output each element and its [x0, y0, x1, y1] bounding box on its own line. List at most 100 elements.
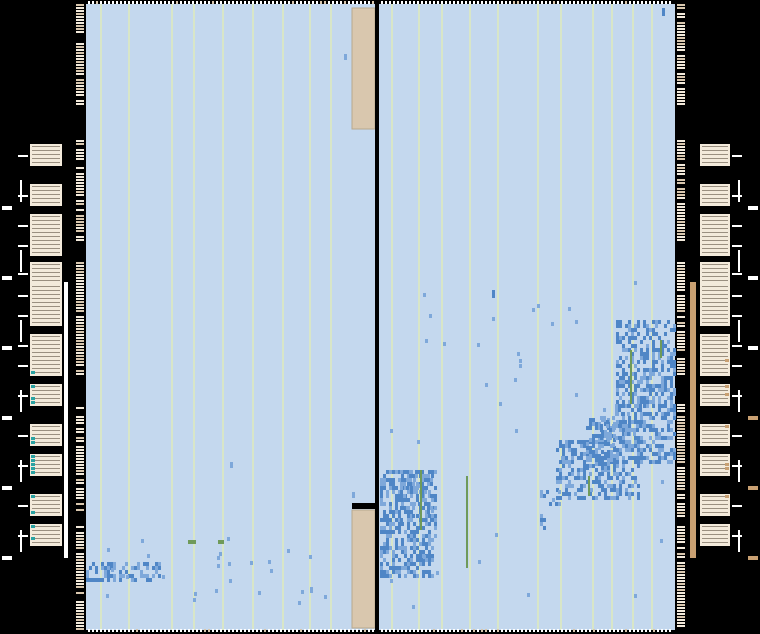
activity-cell: [131, 566, 134, 570]
io-pad: [677, 325, 685, 327]
io-pad: [533, 629, 535, 632]
grid-line: [611, 4, 613, 630]
io-banks-left[interactable]: [2, 144, 68, 560]
activity-cell: [398, 574, 401, 578]
io-pad: [605, 629, 607, 632]
activity-cell: [407, 538, 410, 542]
activity-cell: [631, 344, 634, 348]
left-die-fabric[interactable]: [86, 4, 376, 630]
activity-cell: [571, 452, 574, 456]
activity-cell: [595, 462, 598, 466]
io-pad: [625, 1, 627, 4]
activity-cell: [607, 496, 610, 500]
activity-cell: [407, 490, 410, 494]
activity-cell: [616, 488, 619, 492]
activity-cell: [634, 480, 637, 484]
activity-cell: [604, 488, 607, 492]
activity-cell: [389, 526, 392, 530]
io-pad: [76, 152, 84, 154]
tile-column-top: [351, 7, 376, 130]
activity-cell: [643, 424, 646, 428]
io-pad: [76, 568, 84, 570]
left-die[interactable]: [86, 4, 376, 630]
activity-cell: [575, 320, 578, 324]
activity-cell: [664, 452, 667, 456]
io-pad: [320, 629, 322, 632]
io-bank-line: [32, 340, 60, 341]
io-pad: [677, 218, 685, 220]
activity-cell: [667, 388, 670, 392]
io-pad: [76, 286, 84, 288]
activity-cell: [430, 470, 433, 474]
io-pad: [677, 565, 685, 567]
activity-cell: [422, 538, 425, 542]
io-pad: [188, 1, 190, 4]
activity-cell: [640, 348, 643, 352]
io-banks-right[interactable]: [690, 144, 758, 560]
activity-cell: [667, 452, 670, 456]
io-pad: [677, 146, 685, 148]
io-pad: [617, 629, 619, 632]
activity-cell: [380, 498, 383, 502]
activity-cell: [559, 460, 562, 464]
activity-cell: [613, 462, 616, 466]
io-pad: [609, 1, 611, 4]
grid-line: [100, 4, 102, 630]
activity-cell: [643, 420, 646, 424]
activity-cell: [643, 412, 646, 416]
grid-line: [330, 4, 332, 630]
activity-cell: [401, 566, 404, 570]
activity-cell: [658, 384, 661, 388]
activity-cell: [543, 526, 546, 530]
activity-cell: [592, 418, 595, 422]
activity-cell: [389, 530, 392, 534]
io-pad: [144, 629, 146, 632]
activity-cell: [619, 356, 622, 360]
io-pad: [312, 629, 314, 632]
io-bank-tick: [18, 365, 28, 367]
io-pad: [677, 479, 685, 481]
activity-cell: [664, 400, 667, 404]
activity-cell: [664, 344, 667, 348]
io-pad: [521, 1, 523, 4]
activity-cell: [104, 570, 107, 574]
io-pad: [76, 274, 84, 276]
io-pad: [417, 1, 419, 4]
activity-cell: [107, 566, 110, 570]
activity-cell: [625, 324, 628, 328]
io-bank-line: [32, 438, 60, 439]
activity-cell: [601, 488, 604, 492]
io-pad: [425, 1, 427, 4]
io-bank-accent: [725, 393, 729, 396]
io-pad: [677, 295, 685, 297]
io-pad: [76, 431, 84, 433]
activity-cell: [655, 452, 658, 456]
activity-cell: [637, 456, 640, 460]
activity-cell: [634, 324, 637, 328]
io-pad: [352, 629, 354, 632]
io-pad: [529, 629, 531, 632]
io-pad: [677, 179, 685, 181]
activity-cell: [386, 542, 389, 546]
io-pad: [677, 349, 685, 351]
io-pad: [461, 629, 463, 632]
activity-cell: [640, 460, 643, 464]
activity-cell: [158, 574, 161, 578]
io-bank-line: [32, 318, 60, 319]
grid-line: [171, 4, 173, 630]
io-bank-accent: [31, 463, 35, 466]
activity-cell: [612, 424, 615, 428]
io-pad: [76, 464, 84, 466]
activity-cell: [107, 562, 110, 566]
io-pad: [461, 1, 463, 4]
activity-cell: [410, 538, 413, 542]
activity-cell: [661, 428, 664, 432]
activity-cell: [413, 570, 416, 574]
io-pad: [677, 212, 685, 214]
io-pad: [677, 230, 685, 232]
io-pad: [677, 271, 685, 273]
activity-cell: [598, 462, 601, 466]
activity-cell: [616, 392, 619, 396]
